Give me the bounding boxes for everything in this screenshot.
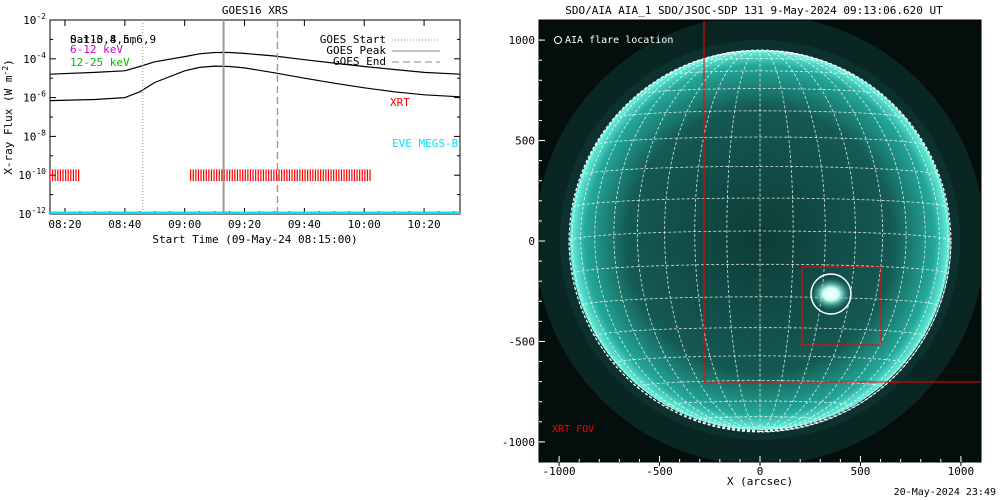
legend-goes-peak: GOES Peak [326, 44, 386, 57]
grid-line [636, 50, 761, 432]
left-ylabel: X-ray Flux (W m-2) [1, 59, 15, 175]
aia-y-tick-label: -500 [509, 335, 536, 348]
grid-line [571, 58, 761, 432]
aia-x-tick-label: -1000 [543, 465, 576, 478]
grid-line [580, 51, 761, 432]
y-tick-label: 10-6 [23, 90, 46, 105]
grid-line [759, 50, 884, 432]
grid-line [759, 50, 907, 432]
aia-y-tick-label: 1000 [509, 34, 536, 47]
grid-line [664, 400, 856, 407]
aia-x-tick-label: -500 [646, 465, 673, 478]
grid-line [728, 51, 792, 54]
legend-line1: 0.1-0.8 nm [70, 33, 137, 46]
flux-series-2 [50, 65, 460, 102]
aia-y-tick-label: 0 [528, 235, 535, 248]
left-xlabel: Start Time (09-May-24 08:15:00) [152, 233, 357, 246]
grid-line [694, 50, 761, 432]
grid-line [571, 263, 949, 275]
x-tick-label: 09:20 [228, 218, 261, 231]
legend-line1-overlay: Sat13,4,5,6,9 [70, 33, 156, 46]
grid-line [759, 50, 794, 432]
legend-goes-start: GOES Start [320, 33, 386, 46]
grid-line [568, 230, 952, 242]
grid-line [664, 70, 856, 76]
flare-kernel [811, 278, 851, 310]
y-tick-label: 10-12 [18, 206, 46, 221]
grid-line [664, 50, 761, 432]
legend-line2: 6-12 keV [70, 43, 123, 56]
x-tick-label: 10:00 [348, 218, 381, 231]
grid-line [759, 50, 926, 432]
y-tick-label: 10-10 [18, 167, 46, 182]
y-tick-label: 10-8 [23, 128, 46, 143]
grid-line [613, 110, 907, 119]
left-title: GOES16 XRS [222, 4, 288, 17]
legend-goes-end: GOES End [333, 55, 386, 68]
grid-line [594, 327, 926, 337]
grid-line [613, 355, 907, 364]
grid-line [759, 58, 949, 432]
aia-x-tick-label: 1000 [948, 465, 975, 478]
eve-label: EVE MEGS-B [392, 137, 459, 150]
x-tick-label: 08:40 [108, 218, 141, 231]
grid-line [636, 380, 884, 388]
xrt-fov-box-large [703, 20, 981, 383]
aia-image [539, 20, 981, 462]
xrt-fov-label: XRT FOV [552, 424, 594, 435]
heliographic-grid [568, 49, 952, 433]
marker-legend: GOES Start GOES Peak GOES End [320, 33, 440, 68]
x-tick-label: 08:20 [48, 218, 81, 231]
aia-y-tick-label: -1000 [502, 436, 535, 449]
grid-line [594, 50, 761, 432]
flare-location-circle [810, 273, 852, 315]
aia-y-tick-label: 500 [515, 135, 535, 148]
flare-legend-icon [554, 36, 562, 44]
grid-line [694, 416, 826, 421]
x-tick-label: 10:20 [408, 218, 441, 231]
xrt-label: XRT [390, 96, 410, 109]
right-xlabel: X (arcsec) [727, 475, 793, 488]
grid-line [759, 50, 856, 432]
grid-line [594, 136, 926, 146]
grid-line [759, 51, 940, 432]
aia-x-tick-label: 0 [757, 465, 764, 478]
y-tick-label: 10-4 [23, 51, 46, 66]
limb-line [568, 49, 952, 433]
grid-line [759, 50, 826, 432]
left-axes: 10-12 10-10 10-8 10-6 10-4 10-2 08:20 08:40 09:0… [18, 12, 460, 231]
grid-line [613, 50, 761, 432]
grid-line [580, 296, 940, 307]
grid-line [637, 88, 883, 95]
grid-line [695, 58, 825, 62]
y-tick-label: 10-2 [23, 12, 46, 27]
aia-x-tick-label: 500 [851, 465, 871, 478]
x-tick-label: 09:40 [288, 218, 321, 231]
grid-line [726, 426, 794, 429]
grid-line [580, 166, 940, 176]
timestamp: 20-May-2024 23:49 [894, 487, 996, 498]
left-plot-data [50, 20, 460, 214]
flux-series-1 [50, 51, 460, 75]
x-tick-label: 09:00 [168, 218, 201, 231]
grid-line [726, 50, 761, 432]
channel-legend: 0.1-0.8 nm Sat13,4,5,6,9 6-12 keV 12-25 … [70, 33, 156, 69]
xrt-fov-box-small [801, 266, 882, 346]
legend-line3: 12-25 keV [70, 56, 130, 69]
flare-legend-label: AIA flare location [565, 35, 673, 46]
right-title: SDO/AIA AIA_1 SDO/JSOC-SDP 131 9-May-202… [565, 4, 943, 17]
grid-line [572, 197, 948, 208]
right-axes: -1000 -500 0 500 1000 -1000 -500 0 500 1000 [502, 34, 974, 478]
